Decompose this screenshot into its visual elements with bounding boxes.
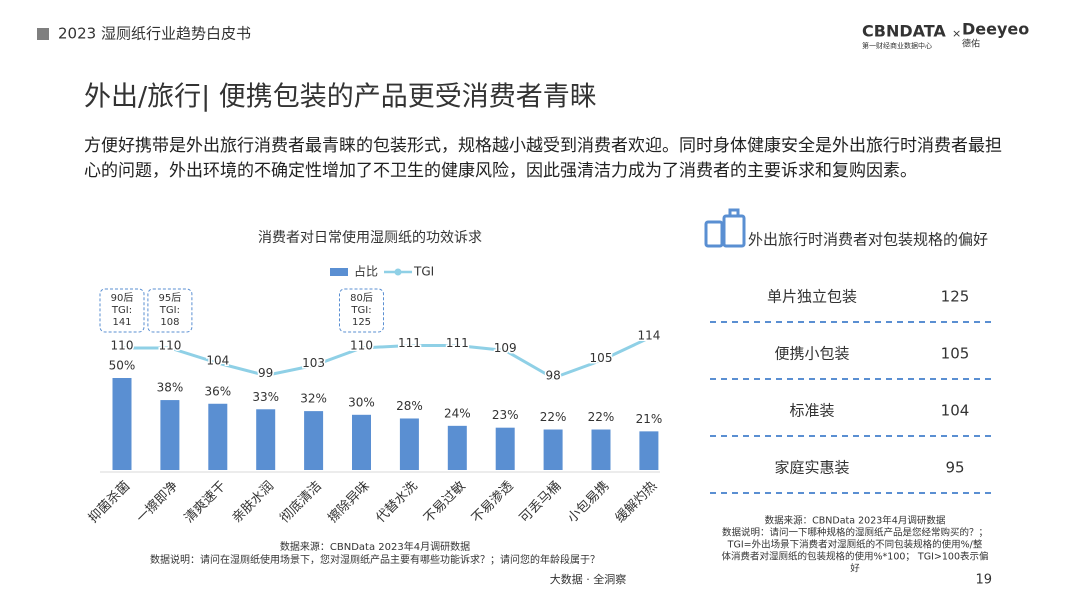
annotation-text: 141 (112, 317, 131, 328)
table-cell-value: 125 (941, 288, 970, 306)
bar (160, 400, 180, 470)
x-tick-label: 不易过敏 (421, 479, 468, 526)
x-tick-label: 一擦即净 (134, 479, 181, 526)
chart-note: 数据来源：CBNData 2023年4月调研数据 (280, 540, 470, 553)
x-tick-label: 彻底清洁 (277, 478, 325, 526)
legend-label: TGI (413, 265, 434, 279)
line-value-label: 110 (158, 339, 181, 353)
table-cell-name: 便携小包装 (774, 345, 849, 363)
bar (352, 414, 371, 470)
bar (304, 411, 324, 470)
x-tick-label: 不易渗透 (469, 479, 516, 526)
bar-value-label: 28% (396, 399, 423, 413)
line-value-label: 98 (545, 369, 560, 383)
line-value-label: 104 (206, 354, 229, 368)
line-value-label: 114 (637, 329, 660, 343)
table-note: TGI=外出场景下消费者对湿厕纸的不同包装规格的使用%/整 (727, 539, 983, 551)
legend-label: 占比 (354, 264, 378, 279)
table-cell-value: 104 (941, 402, 970, 420)
logo-sub: 第一财经商业数据中心 (862, 41, 932, 50)
bar-value-label: 32% (300, 392, 327, 406)
table-note: 好 (850, 563, 860, 575)
table-cell-name: 家庭实惠装 (774, 459, 849, 477)
bar-value-label: 22% (540, 410, 567, 424)
tgi-line (122, 336, 650, 380)
line-value-label: 105 (590, 351, 613, 365)
annotation-box (339, 288, 384, 333)
x-tick-label: 清爽速干 (182, 479, 229, 526)
bar (112, 378, 132, 470)
x-tick-label: 代替水洗 (373, 479, 420, 526)
page-number: 19 (975, 573, 992, 588)
bar-value-label: 30% (348, 395, 375, 409)
footer-slogan: 大数据 · 全洞察 (550, 572, 627, 586)
bar-value-label: 38% (157, 381, 184, 395)
bar-value-label: 21% (636, 412, 663, 426)
brand-sub: 德佑 (962, 38, 980, 50)
line-value-label: 110 (111, 339, 134, 353)
bar (447, 425, 467, 470)
bar-value-label: 22% (588, 410, 615, 424)
x-tick-label: 擦除异味 (325, 479, 372, 526)
bar (208, 403, 228, 470)
x-tick-label: 亲肤水润 (230, 479, 277, 526)
line-value-label: 109 (494, 341, 517, 355)
legend-swatch (330, 268, 348, 276)
annotation-text: 108 (160, 317, 179, 328)
table-cell-value: 95 (945, 459, 964, 477)
annotation-text: 125 (352, 317, 371, 328)
table-note: 数据说明：请问一下哪种规格的湿厕纸产品是您经常购买的？； (722, 527, 988, 539)
logo: CBNDATA (862, 22, 946, 41)
line-value-label: 111 (446, 336, 469, 350)
annotation-box (99, 288, 145, 333)
bar-value-label: 24% (444, 406, 471, 420)
header-square (37, 28, 49, 40)
chart-note: 数据说明：请问在湿厕纸使用场景下，您对湿厕纸产品主要有哪些功能诉求？；请问您的年… (150, 553, 600, 566)
annotation-box (147, 288, 193, 333)
line-value-label: 99 (258, 366, 273, 380)
bar (495, 427, 515, 470)
x-tick-label: 可丢马桶 (517, 479, 564, 526)
bar-value-label: 33% (252, 390, 279, 404)
annotation-text: 80后 (350, 292, 373, 304)
chart-title: 消费者对日常使用湿厕纸的功效诉求 (258, 229, 482, 246)
brand: Deeyeo (962, 20, 1029, 39)
x-tick-label: 缓解灼热 (613, 479, 660, 526)
times: × (952, 27, 961, 40)
table-cell-name: 标准装 (789, 402, 834, 420)
table-cell-name: 单片独立包装 (767, 288, 857, 306)
paragraph: 方便好携带是外出旅行消费者最青睐的包装形式，规格越小越受到消费者欢迎。同时身体健… (84, 136, 1002, 181)
line-value-label: 110 (350, 339, 373, 353)
bar (639, 431, 659, 470)
bar (399, 418, 419, 470)
bar (256, 409, 276, 470)
legend-swatch (394, 268, 402, 276)
bar-value-label: 23% (492, 408, 519, 422)
annotation-text: 95后 (159, 292, 182, 304)
bar-value-label: 50% (109, 359, 136, 373)
line-value-label: 111 (398, 336, 421, 350)
header-title: 2023 湿厕纸行业趋势白皮书 (58, 25, 251, 43)
table-title: 外出旅行时消费者对包装规格的偏好 (748, 231, 988, 249)
table-cell-value: 105 (941, 345, 970, 363)
x-tick-label: 小包易携 (564, 478, 612, 526)
x-tick-label: 抑菌杀菌 (86, 479, 133, 526)
slide-title: 外出/旅行| 便携包装的产品更受消费者青睐 (84, 82, 597, 113)
luggage-icon (704, 208, 746, 248)
bar (543, 429, 563, 470)
line-value-label: 103 (302, 356, 325, 370)
annotation-text: TGI: (350, 305, 371, 316)
table-note: 体消费者对湿厕纸的包装规格的使用%*100； TGI>100表示偏 (722, 551, 989, 563)
annotation-text: TGI: (159, 305, 180, 316)
bar-value-label: 36% (204, 384, 231, 398)
annotation-text: 90后 (111, 292, 134, 304)
table-note: 数据来源：CBNData 2023年4月调研数据 (765, 515, 946, 527)
annotation-text: TGI: (111, 305, 132, 316)
bar (591, 429, 611, 470)
